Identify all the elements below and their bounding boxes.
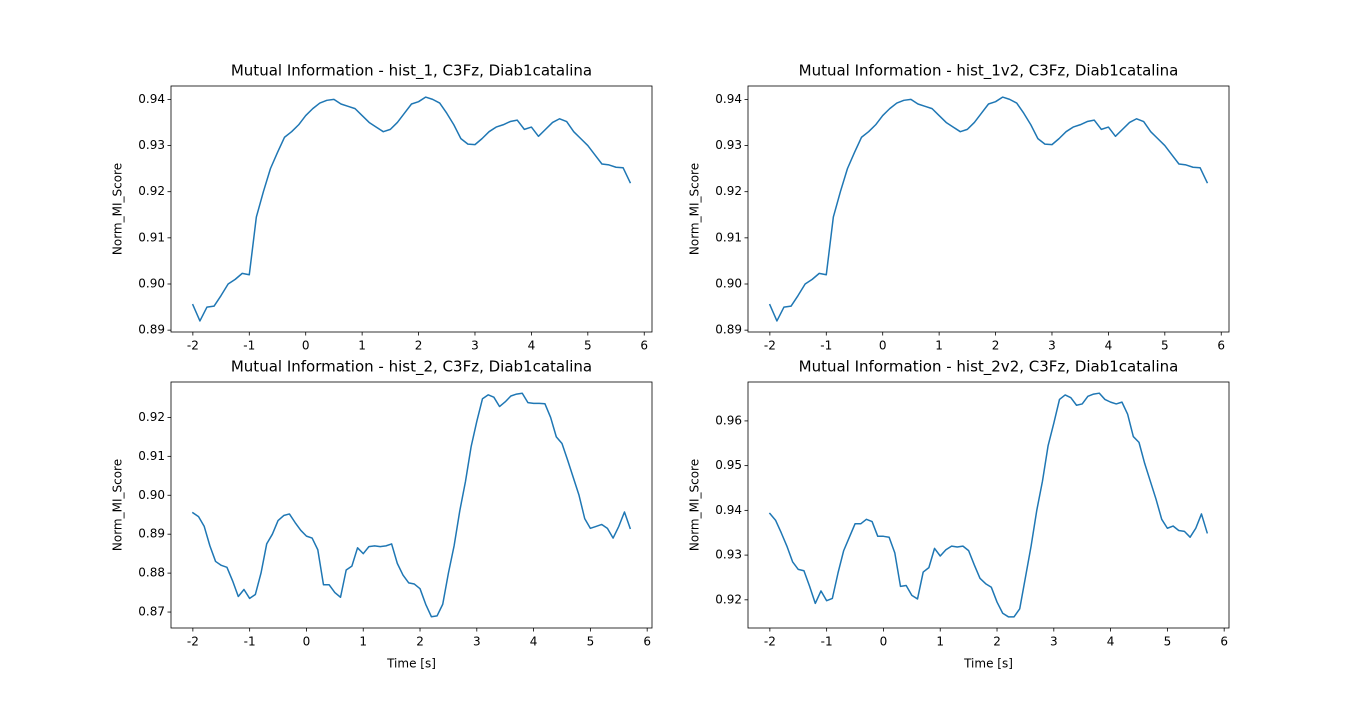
chart-title: Mutual Information - hist_1, C3Fz, Diab1…: [231, 62, 592, 81]
y-tick-label: 0.92: [138, 184, 165, 198]
x-tick-label: 2: [993, 635, 1001, 649]
y-axis-label: Norm_MI_Score: [688, 163, 702, 255]
x-tick-label: -1: [820, 339, 832, 353]
plot-area: [191, 96, 632, 322]
x-tick-label: 6: [640, 339, 648, 353]
x-tick-label: 0: [879, 339, 887, 353]
axes-frame: [170, 85, 653, 333]
x-tick-label: -2: [187, 635, 199, 649]
chart-title: Mutual Information - hist_2v2, C3Fz, Dia…: [799, 358, 1179, 377]
y-tick-label: 0.94: [715, 92, 742, 106]
x-tick-label: 6: [643, 635, 651, 649]
axes-frame: [747, 381, 1230, 629]
x-tick-label: -1: [244, 635, 256, 649]
y-tick-label: 0.92: [138, 410, 165, 424]
x-tick-label: 5: [587, 635, 595, 649]
y-tick-label: 0.94: [138, 92, 165, 106]
axes-frame: [170, 381, 653, 629]
x-tick-label: 3: [1048, 339, 1056, 353]
data-line: [191, 96, 632, 322]
y-tick-label: 0.92: [715, 184, 742, 198]
data-line: [191, 392, 632, 618]
x-tick-label: 5: [584, 339, 592, 353]
y-tick-label: 0.95: [715, 458, 742, 472]
x-tick-label: 1: [935, 339, 943, 353]
axes-frame: [747, 85, 1230, 333]
x-axis-label: Time [s]: [963, 657, 1013, 671]
y-tick-label: 0.93: [715, 138, 742, 152]
y-tick-label: 0.96: [715, 413, 742, 427]
x-tick-label: 1: [359, 635, 367, 649]
x-tick-label: 2: [992, 339, 1000, 353]
x-tick-label: 3: [471, 339, 479, 353]
y-axis-label: Norm_MI_Score: [688, 459, 702, 551]
x-tick-label: 4: [1105, 339, 1113, 353]
y-tick-label: 0.89: [715, 323, 742, 337]
y-tick-label: 0.90: [138, 277, 165, 291]
x-tick-label: 3: [473, 635, 481, 649]
y-tick-label: 0.89: [138, 527, 165, 541]
y-tick-label: 0.91: [715, 230, 742, 244]
x-tick-label: 0: [880, 635, 888, 649]
x-tick-label: 2: [416, 635, 424, 649]
y-tick-label: 0.90: [138, 488, 165, 502]
y-tick-label: 0.88: [138, 566, 165, 580]
y-tick-label: 0.87: [138, 605, 165, 619]
x-tick-label: -2: [764, 339, 776, 353]
x-axis-label: Time [s]: [386, 657, 436, 671]
plot-area: [768, 96, 1209, 322]
x-tick-label: 5: [1161, 339, 1169, 353]
y-tick-label: 0.91: [138, 230, 165, 244]
x-tick-label: 4: [1107, 635, 1115, 649]
chart-title: Mutual Information - hist_2, C3Fz, Diab1…: [231, 358, 592, 377]
x-tick-label: 6: [1217, 339, 1225, 353]
x-tick-label: 0: [302, 339, 310, 353]
x-tick-label: 6: [1220, 635, 1228, 649]
x-tick-label: -2: [187, 339, 199, 353]
y-axis-label: Norm_MI_Score: [111, 163, 125, 255]
y-tick-label: 0.94: [715, 503, 742, 517]
x-tick-label: -1: [821, 635, 833, 649]
plot-area: [191, 392, 632, 618]
x-tick-label: -2: [764, 635, 776, 649]
x-tick-label: 2: [415, 339, 423, 353]
x-tick-label: 3: [1050, 635, 1058, 649]
data-line: [768, 392, 1209, 618]
x-tick-label: 4: [530, 635, 538, 649]
x-tick-label: -1: [243, 339, 255, 353]
x-tick-label: 1: [936, 635, 944, 649]
y-tick-label: 0.93: [715, 548, 742, 562]
x-tick-label: 0: [303, 635, 311, 649]
y-tick-label: 0.93: [138, 138, 165, 152]
y-tick-label: 0.92: [715, 592, 742, 606]
data-line: [768, 96, 1209, 322]
x-tick-label: 1: [358, 339, 366, 353]
y-tick-label: 0.90: [715, 277, 742, 291]
y-tick-label: 0.91: [138, 449, 165, 463]
y-tick-label: 0.89: [138, 323, 165, 337]
chart-title: Mutual Information - hist_1v2, C3Fz, Dia…: [799, 62, 1179, 81]
x-tick-label: 4: [528, 339, 536, 353]
plot-area: [768, 392, 1209, 618]
x-tick-label: 5: [1164, 635, 1172, 649]
y-axis-label: Norm_MI_Score: [111, 459, 125, 551]
